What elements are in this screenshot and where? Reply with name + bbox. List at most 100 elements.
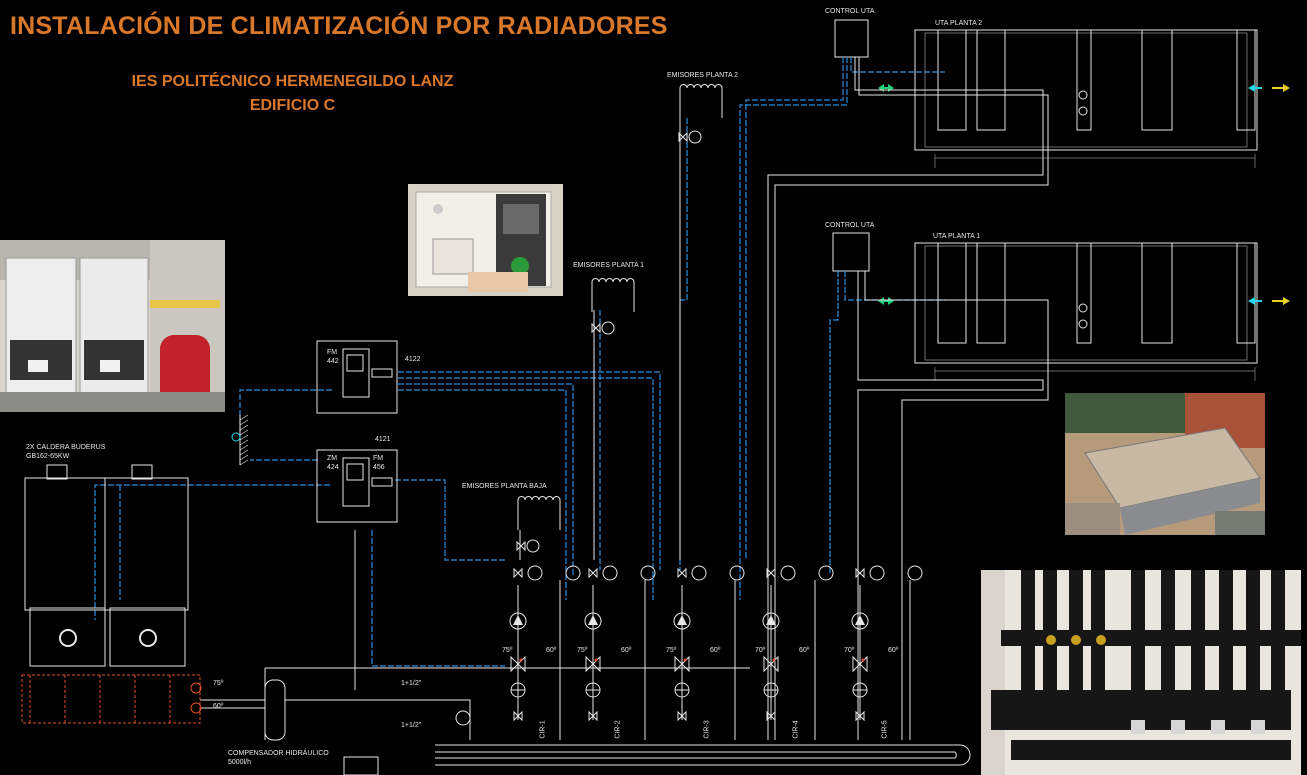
page-title: INSTALACIÓN DE CLIMATIZACIÓN POR RADIADO… [10,12,668,40]
valve-icon [588,710,598,722]
school-name: IES POLITÉCNICO HERMENEGILDO LANZ [131,73,454,90]
radiator-icon [517,496,561,530]
pressure-gauge-icon [455,710,471,726]
control-cable-line [398,389,567,600]
controller-display [342,457,370,507]
control-uta-box [832,232,870,272]
pump-icon [677,615,687,625]
wall-hatch [239,429,249,436]
uta-section [1076,29,1092,131]
three-way-valve-icon [852,655,868,673]
pipe-size-b: 1+1/2" [401,722,422,729]
boiler-block [21,464,202,724]
control-cable-line [239,389,332,440]
fm442-label-a: FM [327,349,338,356]
circuit-1-tag: CIR-1 [539,720,547,739]
valve-icon [588,567,598,579]
control-cable-line [395,479,505,561]
thermostatic-valve-icon [601,321,615,335]
pump-icon [509,612,527,630]
uta-planta-2-label: UTA PLANTA 2 [935,20,983,27]
circuit-3-return: 60º [710,647,721,654]
valve-icon [516,540,526,552]
controller-module [316,340,398,414]
wall-hatch [239,459,249,466]
pipe-size-a: 1+1/2" [401,680,422,687]
uta-section [1236,29,1256,131]
valve-icon [1078,90,1088,100]
circuit-2-tag: CIR-2 [614,720,622,739]
hydraulic-pipe-line [857,271,1044,740]
thermometer-icon [907,565,923,581]
hydraulic-pipe-line [435,751,957,759]
emisores-planta-1-label: EMISORES PLANTA 1 [573,262,645,269]
sensor-dot [594,658,598,662]
circuit-5-supply: 70º [844,647,855,654]
control-cable-line [94,484,330,620]
thermometer-icon [780,565,796,581]
control-cable-line [371,530,505,667]
pump-icon [513,615,523,625]
pump-icon [190,682,202,694]
zm424-label-b: 424 [327,464,339,471]
valve-icon [855,567,865,579]
expansion-vessel [343,756,379,775]
three-way-valve-icon [763,655,779,673]
wall-hatch [239,449,249,456]
air-handling-units [832,19,1290,381]
airflow-out-icon [1283,84,1290,92]
control-cable-line [739,57,848,600]
flue-outlet [131,464,153,480]
uta-section [976,29,1006,131]
pipes-photo [981,570,1301,775]
valve-icon [678,131,688,143]
pump-icon [673,612,691,630]
controller-screen [346,354,364,372]
three-way-valve-icon [674,655,690,673]
controller-port [371,477,393,487]
control-modules [316,340,398,523]
wall-hatch [239,414,249,421]
circuit-1-return: 60º [546,647,557,654]
main-return-temp: 60º [213,703,224,710]
pump-icon [855,615,865,625]
sensor-dot [683,658,687,662]
heating-circuits [509,84,923,722]
radiator-icon [679,84,723,118]
fm442-label-b: 442 [327,358,339,365]
sensor-dot [519,658,523,662]
pump-icon [190,702,202,714]
caldera-label-1: 2X CALDERA BUDERUS [26,444,106,451]
controller-display [342,348,370,398]
circuit-3-tag: CIR-3 [703,720,711,739]
circuit-1-supply: 75º [502,647,513,654]
hydraulic-pipe-line [435,744,971,766]
airflow-arrow-icon [878,297,894,305]
controller-photo [408,184,563,296]
main-supply-temp: 75º [213,680,224,687]
control-cable-line [398,377,654,600]
circuit-3-supply: 75º [666,647,677,654]
airflow-out-icon [1283,297,1290,305]
caldera-label-2: GB162-65KW [26,453,70,460]
control-cable-line [745,57,844,560]
uta-section [937,242,967,344]
radiator-icon [591,278,635,312]
emisores-planta-baja-label: EMISORES PLANTA BAJA [462,483,547,490]
hydraulic-pipe-line [774,57,1049,740]
valve-icon [1078,319,1088,329]
outdoor-sensor-icon [231,432,241,442]
thermostatic-valve-icon [688,130,702,144]
control-uta-mid-label: CONTROL UTA [825,222,875,229]
uta-section [1076,242,1092,344]
zm424-label-a: ZM [327,455,338,462]
valve-icon [513,567,523,579]
uta-section [1141,29,1173,131]
rooftop-uta-photo-art [1065,393,1265,535]
thermometer-icon [640,565,656,581]
uta-section [976,242,1006,344]
control-uta-top-label: CONTROL UTA [825,8,875,15]
valve-icon [766,567,776,579]
hydraulic-separator [264,679,286,741]
